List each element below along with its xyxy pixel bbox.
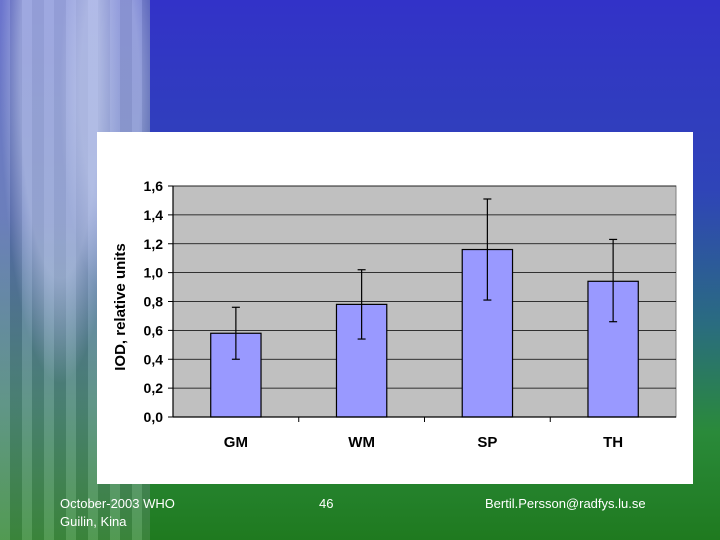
y-axis-label: IOD, relative units [112, 243, 129, 371]
footer-event: October-2003 WHO [60, 496, 175, 511]
y-tick-label: 0,4 [144, 351, 164, 367]
x-tick-label: TH [603, 434, 623, 451]
y-tick-label: 1,2 [144, 236, 164, 252]
y-tick-label: 0,0 [144, 409, 164, 425]
chart-panel: 0,0 0,2 0,4 0,6 0,8 1,0 1,2 1,4 1,6 GM WM SP TH IOD… [97, 132, 693, 484]
y-tick-label: 1,0 [144, 265, 164, 281]
y-tick-label: 1,6 [144, 178, 164, 194]
y-tick-label: 0,2 [144, 380, 164, 396]
y-tick-label: 0,6 [144, 322, 164, 338]
bar-chart: 0,0 0,2 0,4 0,6 0,8 1,0 1,2 1,4 1,6 GM WM SP TH IOD… [112, 178, 677, 451]
footer-left: October-2003 WHO Guilin, Kina [60, 495, 175, 531]
x-tick-label: SP [477, 434, 497, 451]
x-tick-label: GM [224, 434, 248, 451]
y-tick-label: 1,4 [144, 207, 164, 223]
footer-location: Guilin, Kina [60, 514, 127, 529]
footer-email: Bertil.Persson@radfys.lu.se [485, 496, 646, 511]
y-tick-label: 0,8 [144, 294, 164, 310]
x-tick-label: WM [348, 434, 375, 451]
page-number: 46 [319, 496, 334, 511]
